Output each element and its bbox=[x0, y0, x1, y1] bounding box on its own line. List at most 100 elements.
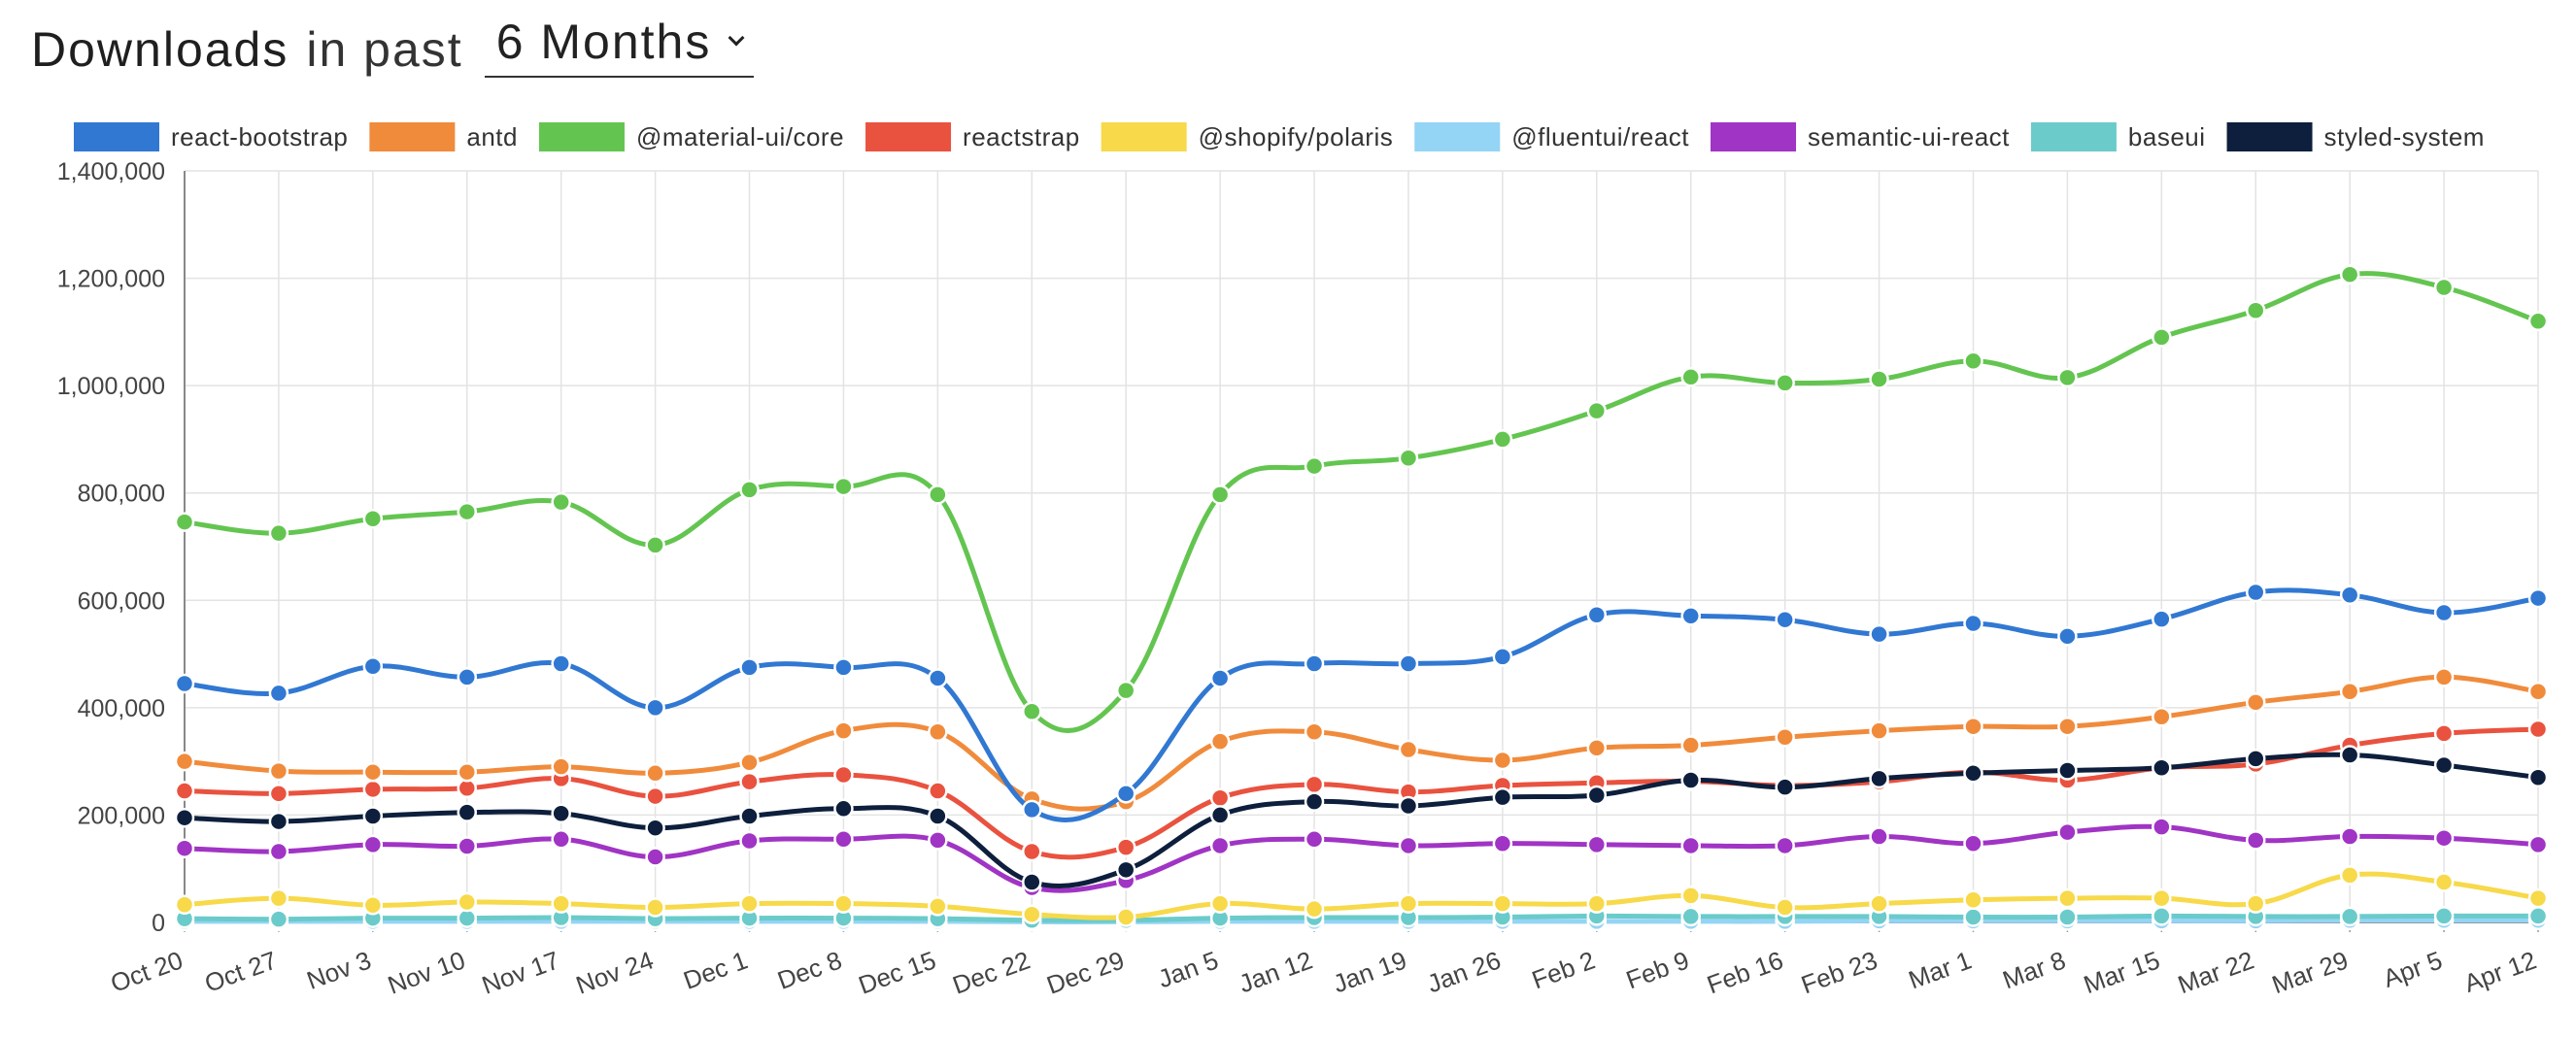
data-point[interactable] bbox=[1022, 701, 1042, 721]
data-point[interactable] bbox=[1022, 799, 1042, 820]
data-point[interactable] bbox=[1775, 727, 1795, 748]
data-point[interactable] bbox=[457, 802, 478, 822]
data-point[interactable] bbox=[268, 522, 289, 544]
data-point[interactable] bbox=[1398, 448, 1419, 469]
data-point[interactable] bbox=[1775, 835, 1795, 856]
legend-item[interactable]: baseui bbox=[2030, 122, 2206, 151]
data-point[interactable] bbox=[2527, 682, 2549, 702]
data-point[interactable] bbox=[1680, 735, 1701, 755]
data-point[interactable] bbox=[2057, 907, 2078, 927]
data-point[interactable] bbox=[2433, 723, 2455, 744]
data-point[interactable] bbox=[2245, 749, 2266, 769]
data-point[interactable] bbox=[268, 683, 289, 704]
data-point[interactable] bbox=[1304, 774, 1325, 795]
data-point[interactable] bbox=[2433, 827, 2455, 849]
data-point[interactable] bbox=[739, 771, 760, 792]
data-point[interactable] bbox=[833, 764, 854, 786]
data-point[interactable] bbox=[2152, 609, 2172, 629]
data-point[interactable] bbox=[551, 893, 571, 914]
period-dropdown[interactable]: 6 Months bbox=[484, 14, 755, 78]
data-point[interactable] bbox=[1115, 907, 1136, 927]
data-point[interactable] bbox=[1586, 604, 1608, 625]
data-point[interactable] bbox=[362, 761, 384, 783]
data-point[interactable] bbox=[2057, 760, 2078, 781]
data-point[interactable] bbox=[739, 752, 760, 773]
data-point[interactable] bbox=[1398, 893, 1419, 914]
data-point[interactable] bbox=[1680, 886, 1701, 906]
data-point[interactable] bbox=[1869, 768, 1889, 789]
data-point[interactable] bbox=[2152, 757, 2172, 779]
data-point[interactable] bbox=[1304, 898, 1325, 920]
data-point[interactable] bbox=[1963, 833, 1983, 853]
data-point[interactable] bbox=[2339, 826, 2360, 847]
data-point[interactable] bbox=[268, 811, 289, 832]
data-point[interactable] bbox=[2433, 754, 2455, 776]
data-point[interactable] bbox=[268, 909, 289, 929]
data-point[interactable] bbox=[739, 480, 760, 500]
data-point[interactable] bbox=[551, 491, 571, 513]
data-point[interactable] bbox=[457, 761, 478, 783]
data-point[interactable] bbox=[1963, 907, 1983, 927]
data-point[interactable] bbox=[1963, 613, 1983, 634]
data-point[interactable] bbox=[833, 657, 854, 678]
data-point[interactable] bbox=[1492, 429, 1513, 450]
data-point[interactable] bbox=[457, 667, 478, 687]
data-point[interactable] bbox=[2339, 264, 2360, 284]
data-point[interactable] bbox=[2245, 893, 2266, 914]
data-point[interactable] bbox=[174, 838, 195, 858]
data-point[interactable] bbox=[645, 818, 665, 838]
data-point[interactable] bbox=[551, 653, 571, 674]
data-point[interactable] bbox=[645, 763, 665, 784]
data-point[interactable] bbox=[2527, 887, 2549, 909]
data-point[interactable] bbox=[2057, 887, 2078, 909]
data-point[interactable] bbox=[739, 806, 760, 826]
data-point[interactable] bbox=[1680, 367, 1701, 387]
data-point[interactable] bbox=[1022, 904, 1042, 924]
data-point[interactable] bbox=[928, 781, 948, 801]
data-point[interactable] bbox=[1398, 835, 1419, 856]
data-point[interactable] bbox=[928, 485, 948, 505]
data-point[interactable] bbox=[2339, 745, 2360, 765]
data-point[interactable] bbox=[457, 891, 478, 913]
data-point[interactable] bbox=[2527, 767, 2549, 787]
data-point[interactable] bbox=[2433, 906, 2455, 926]
data-point[interactable] bbox=[1963, 716, 1983, 737]
data-point[interactable] bbox=[1869, 826, 1889, 847]
legend-item[interactable]: reactstrap bbox=[865, 122, 1080, 151]
data-point[interactable] bbox=[2433, 602, 2455, 623]
data-point[interactable] bbox=[645, 897, 665, 918]
data-point[interactable] bbox=[457, 908, 478, 928]
data-point[interactable] bbox=[1869, 720, 1889, 741]
data-point[interactable] bbox=[2152, 817, 2172, 837]
data-point[interactable] bbox=[928, 721, 948, 742]
data-point[interactable] bbox=[645, 847, 665, 867]
data-point[interactable] bbox=[1963, 763, 1983, 784]
data-point[interactable] bbox=[2433, 667, 2455, 687]
data-point[interactable] bbox=[1398, 739, 1419, 760]
data-point[interactable] bbox=[2152, 327, 2172, 348]
data-point[interactable] bbox=[1869, 893, 1889, 914]
data-point[interactable] bbox=[1115, 837, 1136, 857]
data-point[interactable] bbox=[2245, 300, 2266, 320]
data-point[interactable] bbox=[2152, 906, 2172, 926]
data-point[interactable] bbox=[1304, 455, 1325, 477]
data-point[interactable] bbox=[1022, 841, 1042, 862]
legend-item[interactable]: semantic-ui-react bbox=[1711, 122, 2010, 151]
data-point[interactable] bbox=[1775, 897, 1795, 918]
data-point[interactable] bbox=[739, 830, 760, 852]
data-point[interactable] bbox=[1209, 731, 1231, 752]
data-point[interactable] bbox=[1492, 893, 1513, 914]
data-point[interactable] bbox=[1209, 893, 1231, 914]
data-point[interactable] bbox=[1963, 351, 1983, 371]
data-point[interactable] bbox=[2527, 587, 2549, 609]
data-point[interactable] bbox=[362, 834, 384, 855]
data-point[interactable] bbox=[833, 476, 854, 497]
data-point[interactable] bbox=[268, 784, 289, 804]
data-point[interactable] bbox=[457, 836, 478, 856]
data-point[interactable] bbox=[2057, 716, 2078, 737]
data-point[interactable] bbox=[2245, 582, 2266, 603]
legend-item[interactable]: styled-system bbox=[2226, 122, 2485, 151]
data-point[interactable] bbox=[645, 535, 665, 555]
data-point[interactable] bbox=[1115, 784, 1136, 804]
data-point[interactable] bbox=[362, 806, 384, 826]
